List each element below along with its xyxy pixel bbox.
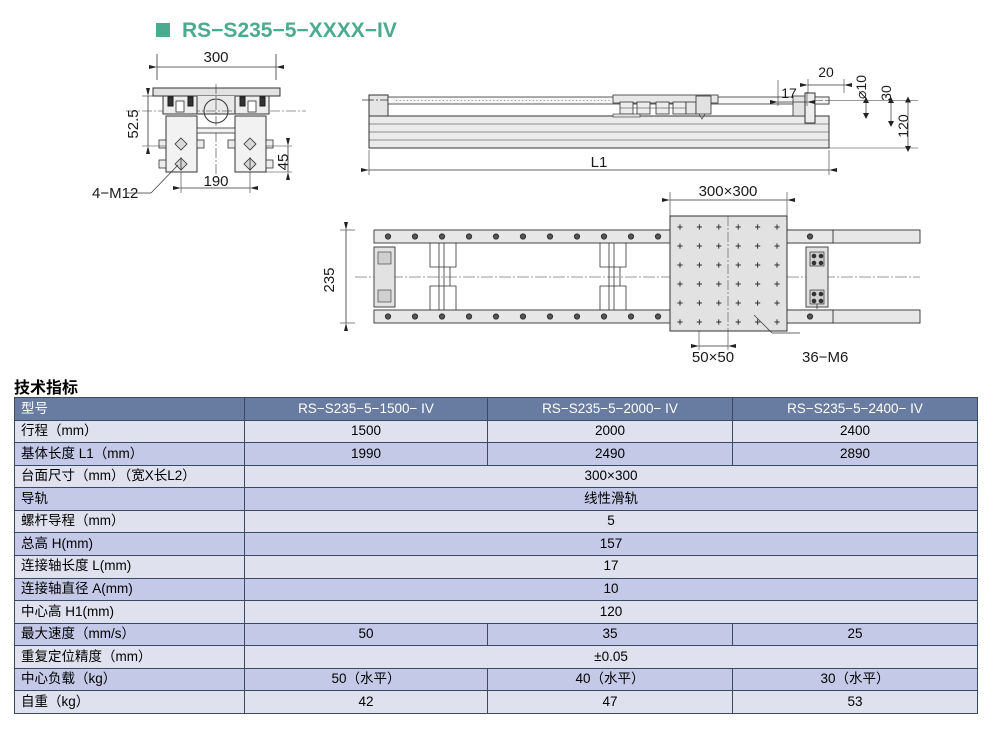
svg-text:L1: L1: [591, 154, 608, 171]
svg-text:120: 120: [895, 114, 911, 138]
svg-text:45: 45: [275, 154, 292, 171]
svg-text:300: 300: [203, 49, 228, 66]
svg-text:235: 235: [321, 267, 338, 292]
svg-text:4−M12: 4−M12: [92, 185, 138, 202]
svg-text:300×300: 300×300: [699, 183, 758, 200]
svg-text:52.5: 52.5: [125, 109, 142, 138]
svg-text:⌀10: ⌀10: [853, 75, 869, 99]
svg-text:190: 190: [203, 173, 228, 190]
svg-text:50×50: 50×50: [692, 349, 734, 366]
svg-text:36−M6: 36−M6: [802, 349, 848, 366]
svg-text:17: 17: [781, 85, 797, 101]
svg-text:30: 30: [878, 85, 894, 101]
svg-text:20: 20: [818, 64, 834, 80]
